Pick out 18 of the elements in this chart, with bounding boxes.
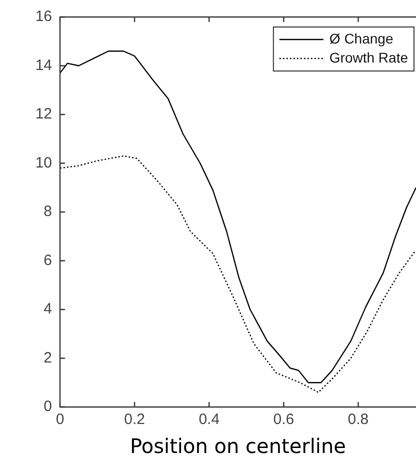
y-tick-label: 14 [35,56,52,74]
x-axis-title: Position on centerline [130,434,346,458]
x-tick-label: 0.6 [273,411,294,428]
y-tick-label: 8 [44,203,52,220]
y-tick-label: 4 [44,300,52,318]
line-series [60,155,416,393]
y-tick-label: 16 [35,8,52,26]
y-tick-label: 2 [44,349,52,366]
y-tick-label: 10 [35,154,52,172]
x-tick-label: 0.2 [124,411,145,428]
y-tick-label: 12 [35,106,52,123]
y-tick-label: 0 [44,398,52,416]
x-tick-label: 0.8 [348,411,369,428]
x-tick-label: 0.4 [198,411,220,428]
x-tick-label: 0 [56,411,64,428]
y-tick-label: 6 [44,252,52,269]
legend-label: Ø Change [329,30,394,46]
legend-label: Growth Rate [329,49,408,66]
